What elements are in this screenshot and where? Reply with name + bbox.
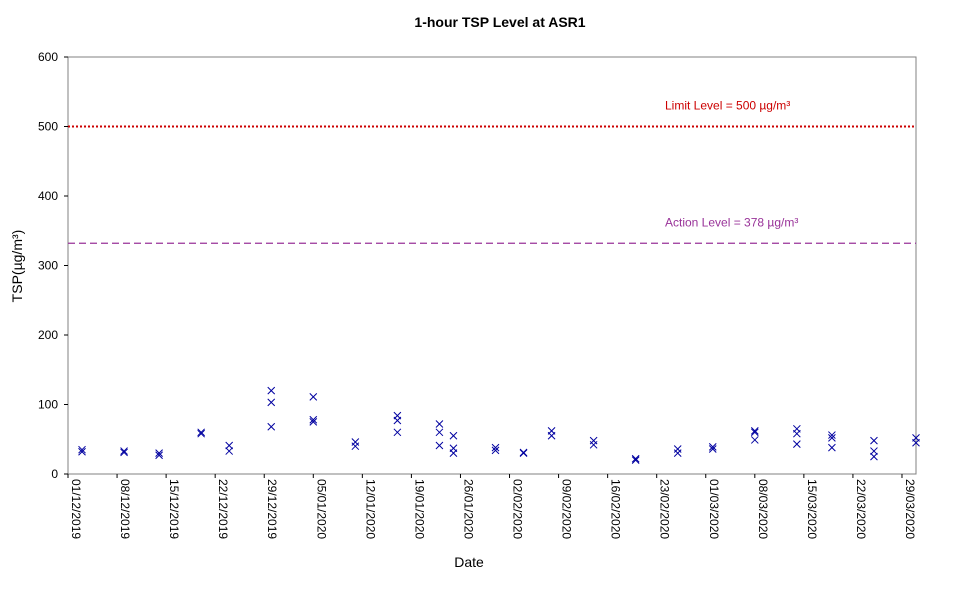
data-point [708, 445, 717, 453]
x-tick-label: 05/01/2020 [314, 479, 328, 539]
x-tick-label: 23/02/2020 [658, 479, 672, 539]
action-level-label: Action Level = 378 µg/m³ [665, 215, 798, 229]
x-tick-label: 15/12/2019 [167, 479, 181, 539]
data-point [225, 441, 234, 450]
y-tick-label: 0 [51, 467, 58, 481]
data-point [393, 416, 402, 425]
data-point [78, 447, 86, 456]
x-tick-label: 29/03/2020 [903, 479, 917, 539]
reference-lines: Limit Level = 500 µg/m³ Action Level = 37… [68, 99, 916, 244]
data-point [631, 454, 640, 463]
data-point [793, 440, 801, 448]
y-tick-label: 200 [38, 328, 58, 342]
data-point [267, 398, 276, 407]
y-tick-label: 500 [38, 120, 58, 134]
data-point [435, 428, 444, 437]
x-tick-label: 29/12/2019 [265, 479, 279, 539]
data-point [449, 431, 458, 440]
x-tick-label: 19/01/2020 [412, 479, 426, 539]
data-point [309, 415, 318, 424]
data-point [912, 438, 920, 447]
data-point [267, 422, 276, 431]
x-tick-label: 12/01/2020 [363, 479, 377, 539]
data-point [197, 428, 206, 437]
data-point [393, 428, 402, 437]
y-axis-label: TSP(µg/m³) [9, 230, 25, 303]
data-point [351, 438, 360, 446]
data-point [589, 436, 598, 445]
y-axis: 0 100 200 300 400 500 600 [38, 50, 68, 481]
data-point [491, 443, 500, 452]
x-tick-label: 01/03/2020 [707, 479, 721, 539]
data-point [828, 434, 836, 442]
data-point [155, 451, 163, 460]
x-tick-label: 26/01/2020 [461, 479, 475, 539]
data-point [793, 429, 801, 438]
limit-level-label: Limit Level = 500 µg/m³ [665, 99, 790, 113]
data-point [708, 443, 717, 451]
y-tick-label: 600 [38, 50, 58, 64]
data-point [197, 429, 206, 438]
data-point [155, 449, 163, 458]
data-point [435, 441, 444, 450]
data-point [491, 446, 500, 455]
y-tick-label: 100 [38, 398, 58, 412]
data-point [750, 428, 759, 437]
x-tick-label: 22/03/2020 [854, 479, 868, 539]
data-point [351, 442, 360, 451]
x-tick-label: 08/12/2019 [118, 479, 132, 539]
y-tick-label: 400 [38, 189, 58, 203]
data-point [309, 418, 318, 426]
chart-title: 1-hour TSP Level at ASR1 [414, 14, 585, 30]
data-point [870, 436, 878, 445]
data-point [120, 447, 128, 455]
x-axis-label: Date [454, 554, 484, 570]
x-tick-label: 22/12/2019 [216, 479, 230, 539]
data-point [225, 447, 234, 455]
data-point [673, 449, 682, 458]
data-point [519, 449, 528, 458]
data-point [120, 448, 128, 457]
data-point [631, 456, 640, 464]
x-tick-label: 08/03/2020 [756, 479, 770, 539]
data-point [589, 440, 598, 449]
plot-frame [67, 56, 917, 475]
data-point [750, 436, 759, 444]
data-point [750, 427, 759, 435]
data-point [673, 445, 682, 453]
x-tick-label: 15/03/2020 [805, 479, 819, 539]
x-tick-label: 01/12/2019 [69, 479, 83, 539]
data-point [870, 447, 878, 455]
data-point [267, 386, 276, 395]
data-point [828, 431, 836, 439]
data-point [828, 443, 836, 452]
data-point [78, 445, 86, 454]
data-point [309, 393, 318, 401]
x-tick-label: 16/02/2020 [609, 479, 623, 539]
y-tick-label: 300 [38, 259, 58, 273]
x-tick-label: 09/02/2020 [560, 479, 574, 539]
data-point [449, 449, 458, 458]
data-point [435, 420, 444, 428]
data-point [547, 431, 556, 440]
data-points [78, 386, 920, 464]
x-tick-label: 02/02/2020 [511, 479, 525, 539]
x-axis: 01/12/2019 08/12/2019 15/12/2019 22/12/2019… [67, 474, 917, 539]
data-point [870, 452, 878, 461]
